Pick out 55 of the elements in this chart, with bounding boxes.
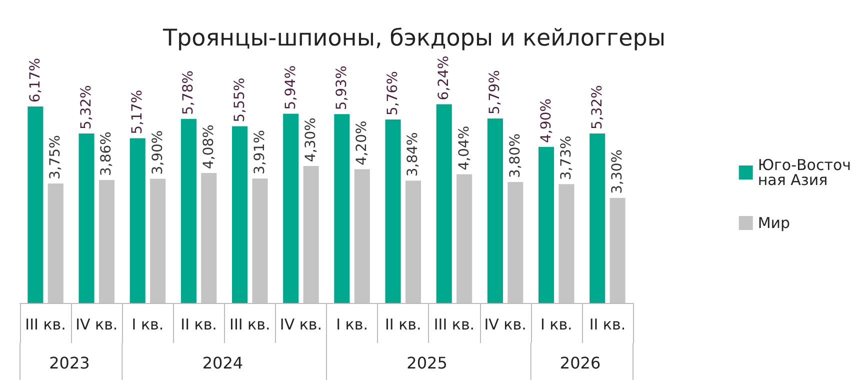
bar bbox=[385, 120, 401, 303]
x-tick-label: III кв. bbox=[25, 316, 66, 334]
data-label: 4,04% bbox=[456, 126, 472, 170]
x-tick-label: III кв. bbox=[230, 316, 270, 334]
bar bbox=[180, 118, 196, 303]
x-tick-label: II кв. bbox=[589, 316, 626, 334]
data-label: 5,93% bbox=[334, 66, 350, 110]
data-label: 6,24% bbox=[436, 56, 452, 100]
chart-title: Троянцы-шпионы, бэкдоры и кейлоггеры bbox=[162, 26, 666, 52]
bar bbox=[538, 146, 554, 303]
data-label: 6,17% bbox=[27, 58, 44, 102]
data-label: 3,75% bbox=[48, 135, 64, 180]
data-label: 4,20% bbox=[354, 120, 370, 166]
bar bbox=[232, 126, 248, 303]
text: 2023 bbox=[49, 354, 90, 372]
x-tick-label: I кв. bbox=[540, 316, 572, 334]
data-label: 5,17% bbox=[130, 90, 146, 134]
bar bbox=[590, 134, 606, 303]
data-label: 5,78% bbox=[180, 70, 197, 115]
data-label: 3,73% bbox=[558, 136, 574, 180]
bar bbox=[130, 138, 146, 303]
data-label: 3,86% bbox=[98, 132, 115, 176]
data-label: 3,80% bbox=[507, 133, 524, 178]
x-tick-label: IV кв. bbox=[484, 316, 526, 334]
data-label: 5,32% bbox=[589, 85, 606, 130]
text: 2025 bbox=[406, 354, 448, 372]
data-label: 3,91% bbox=[252, 130, 268, 174]
bar bbox=[334, 114, 350, 303]
x-tick-label: I кв. bbox=[132, 316, 164, 334]
text: 2026 bbox=[560, 354, 601, 372]
bar bbox=[283, 114, 299, 303]
data-label: 3,84% bbox=[405, 132, 422, 177]
data-label: 5,94% bbox=[282, 65, 299, 110]
legend-label: Мир bbox=[758, 214, 790, 232]
text: 2024 bbox=[202, 354, 244, 372]
bar bbox=[78, 134, 94, 303]
x-tick-label: I кв. bbox=[336, 316, 368, 334]
data-label: 5,32% bbox=[78, 85, 95, 130]
x-tick-label: IV кв. bbox=[280, 316, 322, 334]
legend-label: Юго-Восточная Азия bbox=[758, 156, 852, 189]
bar bbox=[487, 118, 503, 303]
x-tick-label: II кв. bbox=[384, 316, 422, 334]
bar bbox=[28, 106, 44, 303]
data-label: 4,08% bbox=[200, 124, 217, 170]
data-label: 3,30% bbox=[610, 149, 626, 194]
bar bbox=[436, 104, 452, 303]
data-label: 5,76% bbox=[385, 71, 402, 116]
x-tick-label: IV кв. bbox=[76, 316, 118, 334]
data-label: 4,90% bbox=[538, 98, 554, 143]
x-tick-label: II кв. bbox=[180, 316, 217, 334]
data-label: 3,90% bbox=[150, 130, 166, 175]
data-label: 4,30% bbox=[303, 118, 320, 162]
data-label: 5,79% bbox=[487, 70, 504, 115]
x-tick-label: III кв. bbox=[434, 316, 475, 334]
data-label: 5,55% bbox=[232, 78, 248, 122]
